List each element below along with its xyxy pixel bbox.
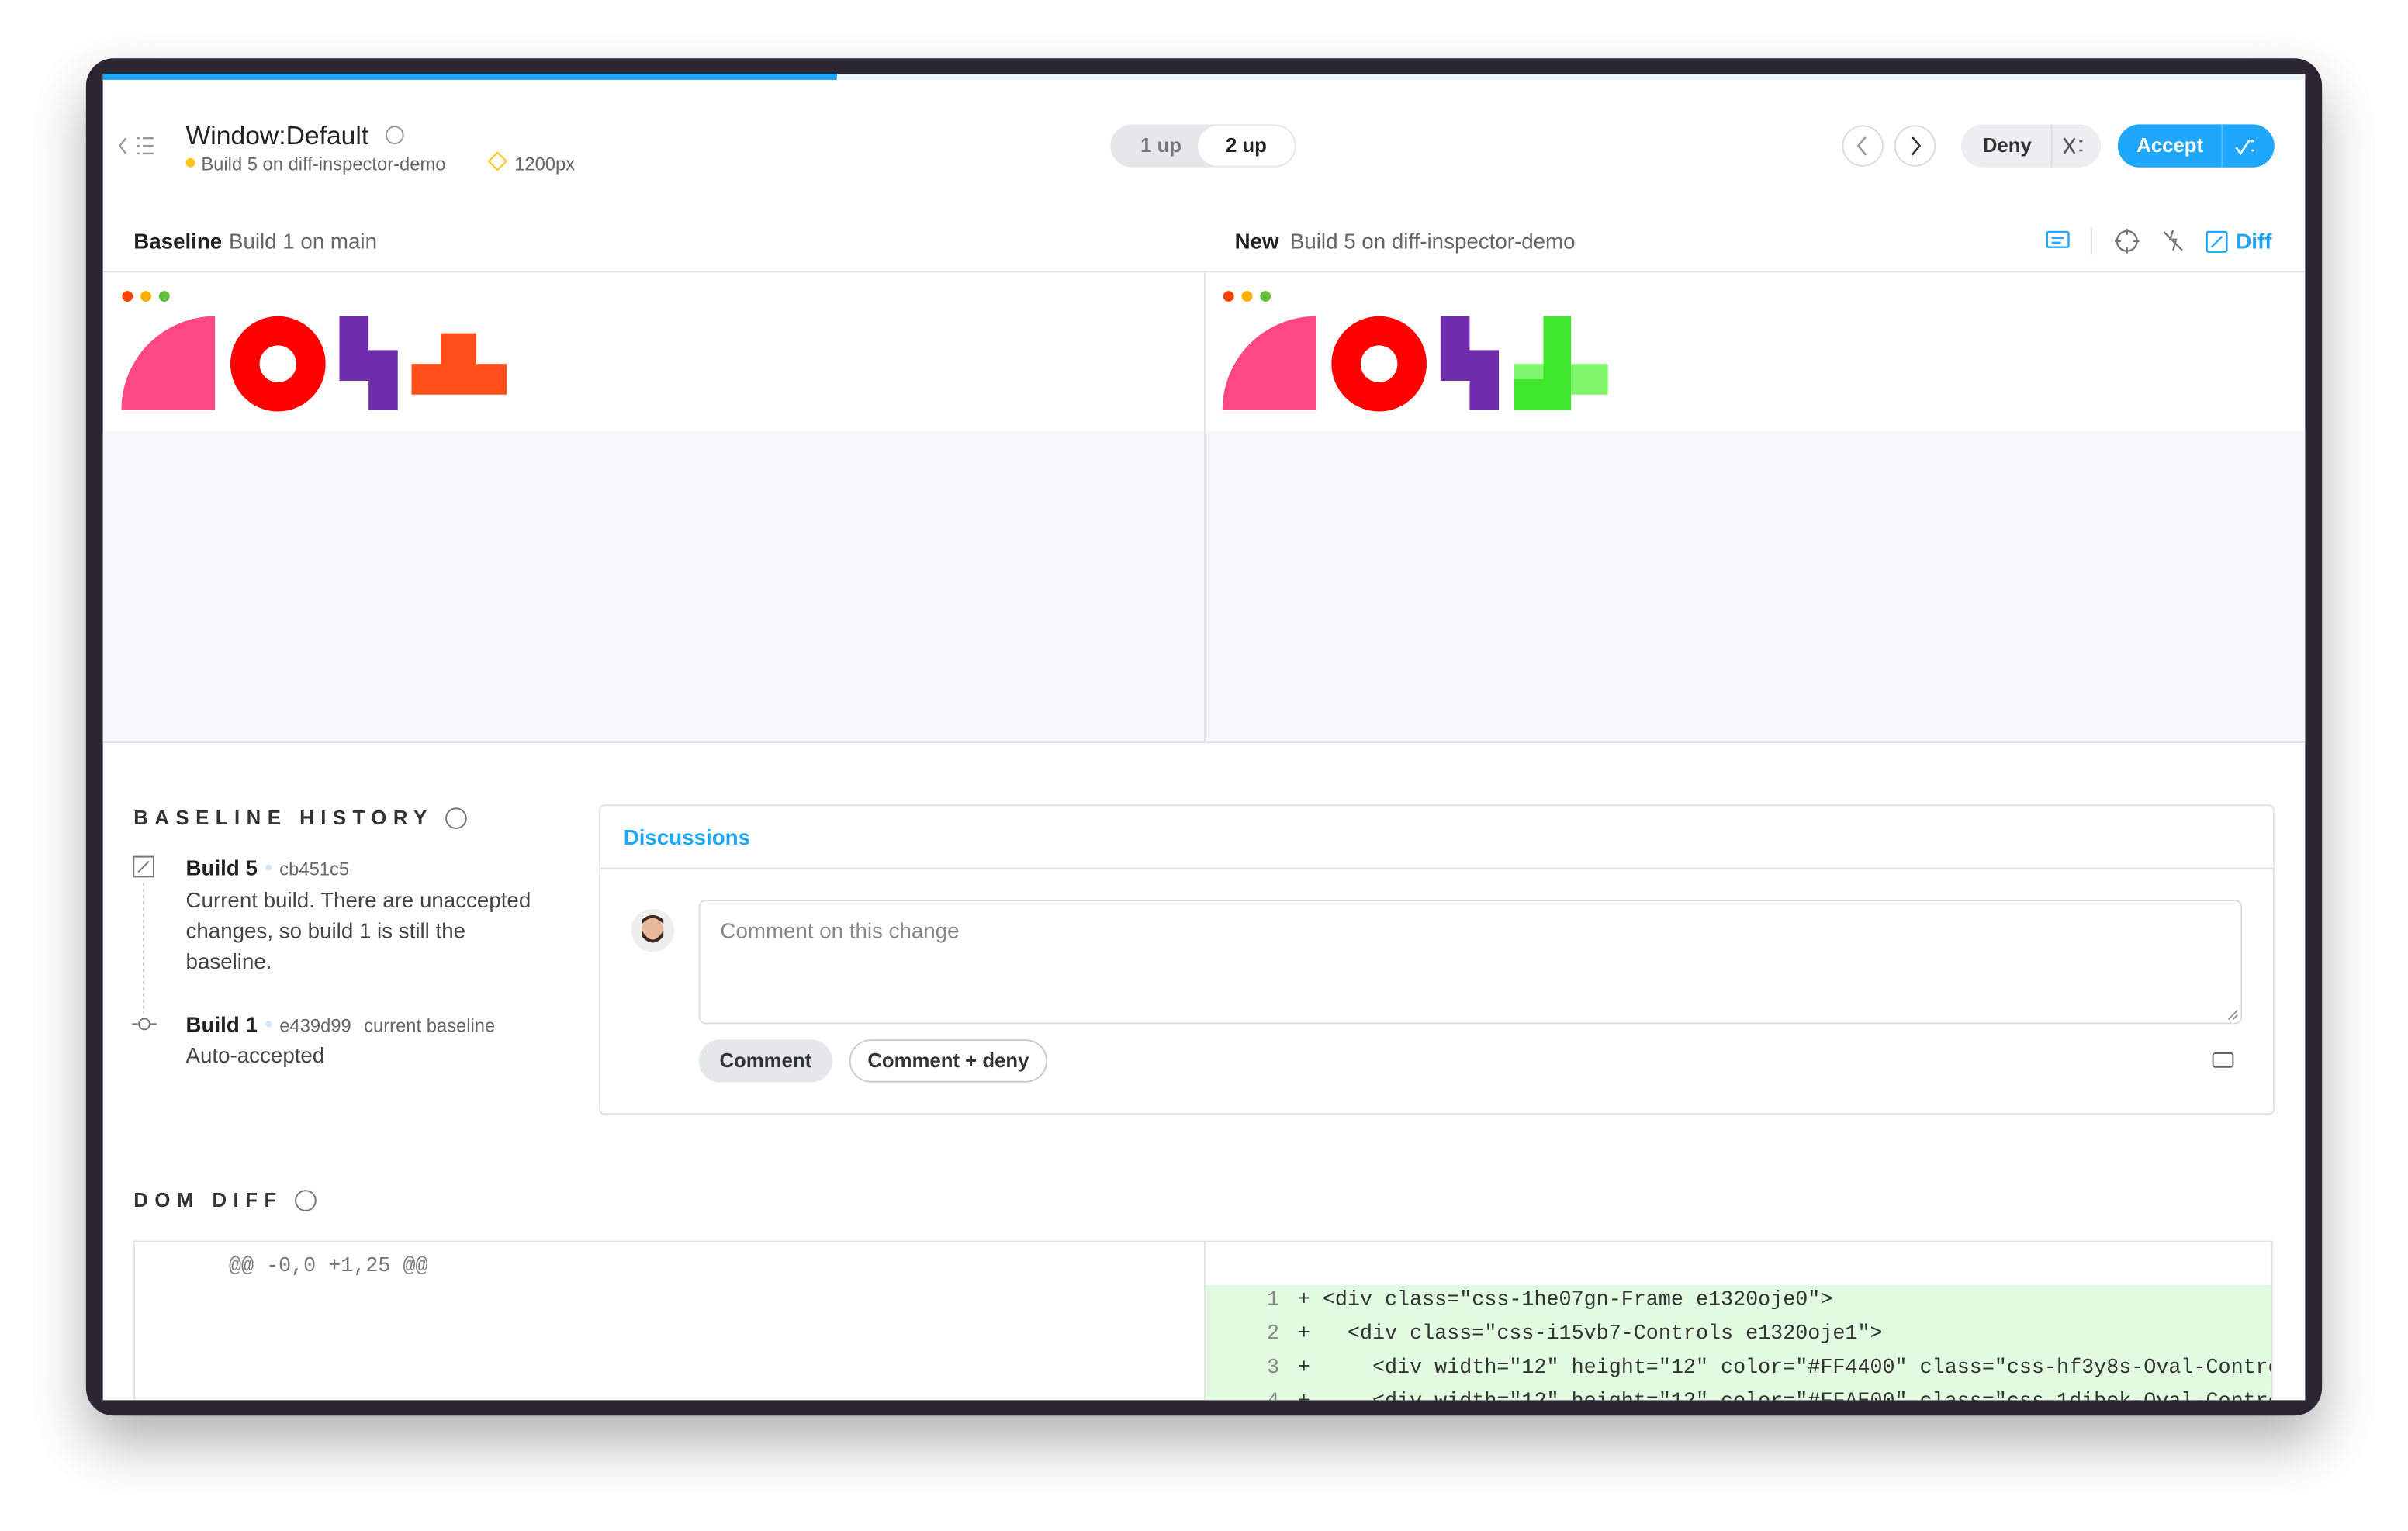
markdown-icon (2212, 1052, 2234, 1068)
diff-line: 2 + <div class="css-i15vb7-Controls e1320… (1205, 1318, 2271, 1353)
toggle-active (1198, 126, 1295, 166)
progress-bar (102, 74, 837, 80)
hunk-header: @@ -0,0 +1,25 @@ (228, 1256, 428, 1280)
line-text: + <div width="12" height="12" color="#FF… (1297, 1356, 2273, 1381)
commit-icon (138, 1018, 151, 1031)
toolbar-icons[interactable] (2046, 228, 2228, 254)
commit-hash: cb451c5 (279, 858, 350, 880)
accept-label[interactable]: Accept (2136, 133, 2204, 157)
build-description: Current build. There are unaccepted chan… (185, 887, 531, 974)
line-number: 4 (1206, 1387, 1279, 1401)
pane-bg (102, 431, 1205, 742)
section-title: BASELINE HISTORY (133, 806, 434, 829)
tab[interactable]: Discussions (623, 824, 751, 849)
baseline-tag: current baseline (364, 1014, 496, 1037)
deny-label[interactable]: Deny (1982, 133, 2032, 157)
pane-label: New (1234, 228, 1279, 254)
build-name: Build 1 (185, 1011, 258, 1037)
back-icon[interactable] (118, 137, 154, 155)
build-name: Build 5 (185, 855, 258, 880)
help-icon[interactable] (295, 1190, 317, 1211)
info-icon[interactable] (385, 126, 404, 145)
line-number: 3 (1266, 1356, 1280, 1381)
comment-input[interactable] (698, 900, 2243, 1025)
button-label[interactable]: Comment (719, 1049, 812, 1072)
line-text: + <div width="12" height="12" color="#FF… (1298, 1391, 2271, 1401)
viewport-icon (487, 151, 507, 171)
new-snapshot (1222, 291, 1608, 412)
accept-button[interactable] (2117, 124, 2275, 168)
line-number: 2 (1266, 1323, 1280, 1347)
baseline-snapshot (121, 291, 507, 412)
prev-button[interactable] (1842, 125, 1884, 167)
diff-line: 4 + <div width="12" height="12" color="#F… (1205, 1386, 2271, 1401)
section-title: DOM DIFF (133, 1188, 283, 1211)
build-icon (133, 855, 154, 878)
dom-diff: @@ -0,0 +1,25 @@ 1 + <div class="css-1he0… (133, 1240, 2273, 1401)
pane-label: Baseline (133, 228, 223, 254)
progress-track (102, 74, 2306, 80)
build-description: Auto-accepted (185, 1042, 325, 1067)
line-number: 1 (1266, 1289, 1280, 1313)
comment-deny-button[interactable] (849, 1039, 1048, 1083)
status-dot (185, 157, 195, 168)
placeholder: Comment on this change (720, 918, 960, 943)
help-icon[interactable] (445, 807, 467, 829)
comment-button[interactable] (698, 1039, 832, 1083)
deny-button[interactable] (1960, 124, 2102, 168)
next-button[interactable] (1894, 125, 1936, 167)
pane-description: Build 1 on main (228, 228, 378, 254)
toggle-option[interactable]: 2 up (1225, 133, 1267, 157)
diff-line: 1 + <div class="css-1he07gn-Frame e1320oj… (1205, 1284, 2271, 1319)
line-text: + <div class="css-i15vb7-Controls e1320o… (1297, 1323, 1883, 1347)
diff-line: 3 + <div width="12" height="12" color="#F… (1205, 1353, 2273, 1387)
avatar (631, 908, 675, 952)
diff-toggle[interactable]: Diff (2236, 228, 2272, 254)
line-text: + <div class="css-1he07gn-Frame e1320oje… (1297, 1289, 1833, 1313)
toggle-option[interactable]: 1 up (1140, 133, 1182, 157)
commit-hash: e439d99 (279, 1014, 351, 1037)
build-info: Build 5 on diff-inspector-demo (201, 153, 446, 175)
title: Window:Default (185, 121, 369, 151)
pane-description: Build 5 on diff-inspector-demo (1289, 228, 1576, 254)
pane-bg (1205, 431, 2306, 742)
button-label[interactable]: Comment + deny (867, 1049, 1029, 1072)
viewport: 1200px (514, 153, 576, 175)
